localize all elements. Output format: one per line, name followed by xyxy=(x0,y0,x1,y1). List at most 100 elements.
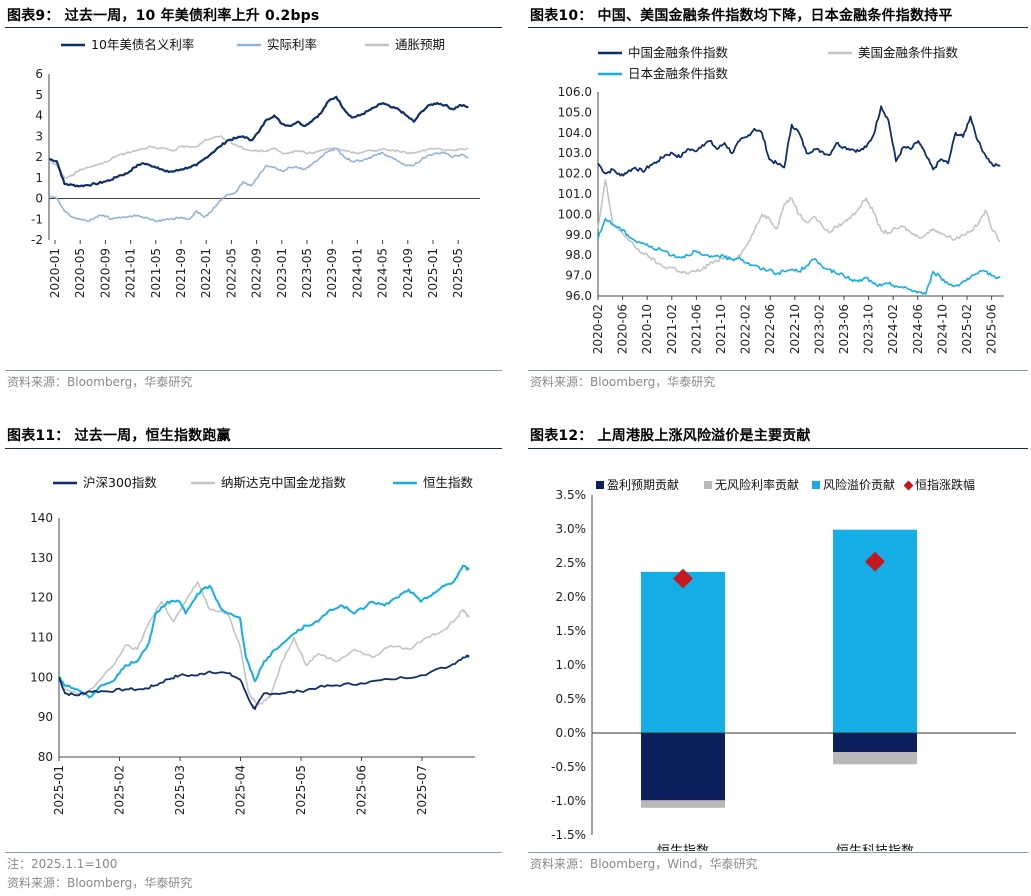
y-tick-label: 5 xyxy=(35,88,43,102)
x-tick-label: 2021-06 xyxy=(689,304,703,354)
y-tick-label: 96.0 xyxy=(565,289,592,303)
series-line-item xyxy=(58,580,470,706)
y-tick-label: 102.0 xyxy=(558,167,592,181)
panel-title: 图表9： 过去一周，10 年美债利率上升 0.2bps xyxy=(7,8,320,24)
x-tick-label: 2021-02 xyxy=(665,304,679,354)
legend-swatch xyxy=(903,480,914,491)
bar-item xyxy=(641,800,725,808)
x-tick-label: 2020-09 xyxy=(98,248,112,298)
x-tick-label: 2020-02 xyxy=(591,304,605,354)
chart-note: 注：2025.1.1=100 xyxy=(7,857,118,871)
x-tick-label: 2022-01 xyxy=(199,248,213,298)
title-rule xyxy=(528,27,1028,28)
y-tick-label: 0 xyxy=(35,192,43,206)
x-tick-label: 2023-01 xyxy=(275,248,289,298)
title-rule xyxy=(5,27,502,28)
x-tick-label: 2023-06 xyxy=(837,304,851,354)
x-tick-label: 2022-10 xyxy=(788,304,802,354)
y-tick-label: 105.0 xyxy=(558,105,592,119)
y-tick-label: 98.0 xyxy=(565,248,592,262)
legend-label: 风险溢价贡献 xyxy=(823,477,895,492)
source-rule xyxy=(528,852,1028,853)
panel-title: 图表11： 过去一周，恒生指数跑赢 xyxy=(7,428,231,444)
y-tick-label: 90 xyxy=(38,710,53,724)
legend-label: 纳斯达克中国金龙指数 xyxy=(221,475,347,490)
y-tick-label: 103.0 xyxy=(558,146,592,160)
legend-label: 美国金融条件指数 xyxy=(858,45,959,60)
y-tick-label: -1 xyxy=(31,212,43,226)
y-tick-label: 97.0 xyxy=(565,269,592,283)
x-tick-label: 2025-06 xyxy=(355,765,369,815)
y-tick-label: 1.5% xyxy=(556,624,587,638)
y-tick-label: 1.0% xyxy=(556,658,587,672)
title-rule xyxy=(5,448,502,449)
x-tick-label: 2024-06 xyxy=(911,304,925,354)
legend-label: 日本金融条件指数 xyxy=(628,66,729,81)
legend-swatch xyxy=(596,481,604,489)
y-tick-label: -1.0% xyxy=(551,794,586,808)
chart9-svg: -2 -1 0 1 2 3 4 5 6 2020-01 2020-05 2020-09 2021-01 2… xyxy=(31,37,480,298)
y-tick-label: 130 xyxy=(30,551,53,565)
legend-label: 中国金融条件指数 xyxy=(628,45,729,60)
x-tick-label: 2023-05 xyxy=(300,248,314,298)
series-line-item xyxy=(597,217,1001,295)
y-tick-label: 110 xyxy=(30,631,53,645)
series-line-item xyxy=(597,178,1001,275)
x-tick-label: 2025-06 xyxy=(985,304,999,354)
x-tick-label: 2024-09 xyxy=(401,248,415,298)
legend-swatch xyxy=(812,481,820,489)
x-tick-label: 2022-06 xyxy=(763,304,777,354)
x-tick-label: 2022-02 xyxy=(739,304,753,354)
x-tick-label: 2021-09 xyxy=(174,248,188,298)
x-tick-label: 2025-02 xyxy=(113,765,127,815)
category-label: 恒生科技指数 xyxy=(836,844,914,851)
panel-chart9: 图表9： 过去一周，10 年美债利率上升 0.2bps -2 -1 0 1 2 3 4 5 6 2… xyxy=(5,0,502,395)
bar-item xyxy=(833,752,917,765)
chart10-svg: 96.0 97.0 98.0 99.0 100.0 101.0 102.0 103.0 104.… xyxy=(558,45,1004,354)
x-tick-label: 2021-01 xyxy=(124,248,138,298)
y-tick-label: 2 xyxy=(35,150,43,164)
x-tick-label: 2021-05 xyxy=(149,248,163,298)
x-tick-label: 2022-05 xyxy=(224,248,238,298)
y-tick-label: 3 xyxy=(35,129,43,143)
legend-label: 盈利预期贡献 xyxy=(607,477,679,492)
chart12-svg: -1.5% -1.0% -0.5% 0.0% 0.5% 1.0% 1.5% 2.0% 2.5% 3… xyxy=(551,477,1016,851)
y-tick-label: 104.0 xyxy=(558,126,592,140)
source-note: 资料来源：Bloomberg，华泰研究 xyxy=(7,375,193,389)
x-tick-label: 2021-10 xyxy=(714,304,728,354)
legend-label: 实际利率 xyxy=(267,37,317,52)
x-tick-label: 2025-02 xyxy=(960,304,974,354)
y-tick-label: 3.0% xyxy=(556,522,587,536)
y-tick-label: -2 xyxy=(31,233,43,247)
y-tick-label: 1 xyxy=(35,171,43,185)
x-tick-label: 2020-10 xyxy=(640,304,654,354)
legend-label: 沪深300指数 xyxy=(83,475,157,490)
x-tick-label: 2024-02 xyxy=(886,304,900,354)
y-tick-label: 140 xyxy=(30,511,53,525)
title-rule xyxy=(528,448,1028,449)
bar-item xyxy=(833,733,917,753)
series-line-item xyxy=(59,564,470,699)
y-tick-label: 120 xyxy=(30,591,53,605)
panel-chart12: 图表12： 上周港股上涨风险溢价是主要贡献 -1.5% -1.0% -0.5% 0.0… xyxy=(528,418,1028,896)
series-line-item xyxy=(597,105,1001,177)
y-tick-label: -0.5% xyxy=(551,760,586,774)
y-tick-label: 80 xyxy=(38,750,53,764)
y-tick-label: 2.5% xyxy=(556,556,587,570)
chart11-svg: 80 90 100 110 120 130 140 2025-01 2025-02 2025-03… xyxy=(30,475,475,815)
series-line-300 xyxy=(58,654,470,711)
x-tick-label: 2020-06 xyxy=(616,304,630,354)
bar-item xyxy=(641,733,725,801)
x-tick-label: 2022-09 xyxy=(250,248,264,298)
x-tick-label: 2025-01 xyxy=(52,765,66,815)
legend-label: 通胀预期 xyxy=(395,37,445,52)
x-tick-label: 2023-02 xyxy=(812,304,826,354)
bar-item xyxy=(641,571,725,733)
y-tick-label: 2.0% xyxy=(556,590,587,604)
x-tick-label: 2025-05 xyxy=(294,765,308,815)
y-tick-label: 3.5% xyxy=(556,488,587,502)
panel-chart11: 图表11： 过去一周，恒生指数跑赢 80 90 100 110 120 130 140 202… xyxy=(5,418,502,896)
y-tick-label: -1.5% xyxy=(551,828,586,842)
x-tick-label: 2024-01 xyxy=(350,248,364,298)
y-tick-label: 106.0 xyxy=(558,85,592,99)
